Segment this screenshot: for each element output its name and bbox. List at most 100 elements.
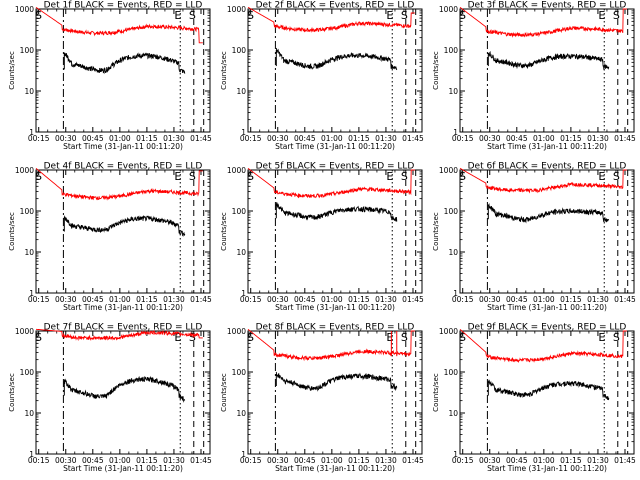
- events-series-line: [275, 202, 398, 222]
- y-axis-label: Counts/sec: [432, 212, 440, 251]
- lld-series-line: [247, 328, 415, 362]
- x-tick-label: 01:00: [321, 456, 343, 465]
- plot-panel-5: Det 5f BLACK = Events, RED = LLD 1 10 100 10…: [220, 162, 424, 313]
- x-tick-label: 00:30: [479, 134, 501, 143]
- plot-frame: [247, 330, 423, 455]
- x-tick-label: 00:45: [506, 295, 528, 304]
- plot-title: Det 1f BLACK = Events, RED = LLD: [44, 1, 203, 11]
- plot-frame: [459, 8, 635, 133]
- event-marker: S: [613, 9, 620, 22]
- y-tick-label: 1000: [15, 166, 34, 175]
- y-tick-label: 10: [24, 409, 34, 418]
- x-tick-label: 01:30: [375, 456, 397, 465]
- lld-series-line: [459, 328, 627, 363]
- x-tick-label: 00:45: [506, 456, 528, 465]
- y-axis-label: Counts/sec: [8, 51, 16, 90]
- y-tick-label: 100: [232, 46, 247, 55]
- plot-title: Det 8f BLACK = Events, RED = LLD: [256, 323, 415, 333]
- x-tick-label: 00:30: [55, 456, 77, 465]
- plot-title: Det 6f BLACK = Events, RED = LLD: [468, 162, 627, 172]
- x-tick-label: 00:15: [28, 134, 50, 143]
- x-tick-label: 01:15: [136, 134, 158, 143]
- event-marker: S: [401, 170, 408, 183]
- events-series-line: [487, 50, 610, 71]
- y-tick-label: 1000: [439, 5, 458, 14]
- y-tick-label: 1000: [227, 5, 246, 14]
- x-tick-label: 01:45: [190, 134, 212, 143]
- x-tick-label: 00:45: [294, 456, 316, 465]
- plot-panel-1: Det 1f BLACK = Events, RED = LLD 1 10 100 10…: [8, 1, 212, 152]
- event-marker: E: [598, 9, 605, 22]
- plot-title: Det 2f BLACK = Events, RED = LLD: [256, 1, 415, 11]
- events-series-line: [487, 203, 610, 224]
- lld-series-line: [36, 328, 203, 342]
- x-tick-label: 00:15: [240, 456, 262, 465]
- x-tick-label: 01:15: [136, 295, 158, 304]
- event-marker: S: [459, 170, 466, 183]
- x-tick-label: 01:45: [402, 456, 424, 465]
- x-tick-label: 01:00: [533, 295, 555, 304]
- event-marker: E: [174, 170, 181, 183]
- x-tick-label: 01:15: [560, 134, 582, 143]
- x-tick-label: 01:00: [533, 134, 555, 143]
- x-tick-label: 00:45: [82, 295, 104, 304]
- lld-series-line: [459, 6, 627, 38]
- y-tick-label: 1000: [439, 327, 458, 336]
- x-tick-label: 00:15: [452, 456, 474, 465]
- x-axis-label: Start Time (31-Jan-11 00:11:20): [275, 464, 395, 473]
- y-tick-label: 10: [24, 248, 34, 257]
- x-axis-label: Start Time (31-Jan-11 00:11:20): [63, 303, 183, 312]
- x-tick-label: 01:00: [109, 295, 131, 304]
- plot-panel-6: Det 6f BLACK = Events, RED = LLD 1 10 100 10…: [432, 162, 636, 313]
- event-marker: E: [174, 331, 181, 344]
- event-marker: S: [401, 9, 408, 22]
- y-tick-label: 100: [444, 46, 459, 55]
- y-tick-label: 10: [24, 87, 34, 96]
- y-axis-label: Counts/sec: [432, 373, 440, 412]
- plot-panel-8: Det 8f BLACK = Events, RED = LLD 1 10 100 10…: [220, 323, 424, 474]
- x-tick-label: 00:45: [82, 134, 104, 143]
- x-tick-label: 01:15: [348, 456, 370, 465]
- lld-series-line: [247, 6, 415, 33]
- x-tick-label: 01:30: [163, 134, 185, 143]
- plot-frame: [459, 169, 635, 294]
- plot-frame: [459, 330, 635, 455]
- x-tick-label: 00:30: [55, 134, 77, 143]
- y-tick-label: 1: [29, 450, 34, 459]
- plot-panel-9: Det 9f BLACK = Events, RED = LLD 1 10 100 10…: [432, 323, 636, 474]
- x-tick-label: 00:45: [506, 134, 528, 143]
- x-tick-label: 01:45: [190, 456, 212, 465]
- x-axis-label: Start Time (31-Jan-11 00:11:20): [487, 464, 607, 473]
- plot-title: Det 9f BLACK = Events, RED = LLD: [468, 323, 627, 333]
- y-tick-label: 1: [241, 450, 246, 459]
- plot-title: Det 7f BLACK = Events, RED = LLD: [44, 323, 203, 333]
- x-tick-label: 01:00: [321, 295, 343, 304]
- x-tick-label: 00:45: [294, 295, 316, 304]
- y-tick-label: 10: [236, 87, 246, 96]
- x-axis-label: Start Time (31-Jan-11 00:11:20): [487, 303, 607, 312]
- x-tick-label: 01:00: [321, 134, 343, 143]
- event-marker: S: [189, 9, 196, 22]
- x-tick-label: 00:30: [55, 295, 77, 304]
- y-tick-label: 100: [20, 368, 35, 377]
- x-tick-label: 00:45: [82, 456, 104, 465]
- x-tick-label: 00:15: [452, 295, 474, 304]
- events-series-line: [275, 47, 398, 71]
- x-tick-label: 00:30: [267, 295, 289, 304]
- event-marker: E: [386, 331, 393, 344]
- x-tick-label: 01:30: [587, 456, 609, 465]
- y-axis-label: Counts/sec: [220, 212, 228, 251]
- event-marker: S: [35, 170, 42, 183]
- x-tick-label: 01:15: [348, 134, 370, 143]
- y-tick-label: 100: [232, 368, 247, 377]
- x-axis-label: Start Time (31-Jan-11 00:11:20): [275, 303, 395, 312]
- event-marker: S: [189, 331, 196, 344]
- plot-title: Det 3f BLACK = Events, RED = LLD: [468, 1, 627, 11]
- plot-frame: [247, 169, 423, 294]
- x-axis-label: Start Time (31-Jan-11 00:11:20): [487, 142, 607, 151]
- x-tick-label: 00:30: [267, 456, 289, 465]
- x-tick-label: 01:30: [375, 295, 397, 304]
- y-axis-label: Counts/sec: [220, 373, 228, 412]
- lld-series-line: [35, 6, 203, 44]
